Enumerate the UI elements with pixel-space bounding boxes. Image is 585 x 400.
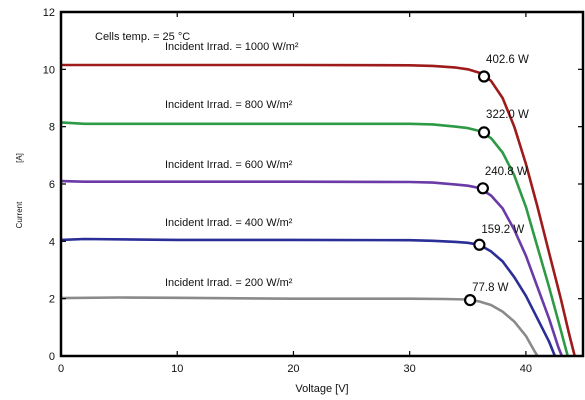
y-tick-label: 0	[49, 351, 55, 363]
x-axis: 0 10 20 30 40	[58, 12, 532, 375]
series-line	[61, 63, 576, 357]
y-tick-label: 8	[49, 122, 55, 134]
y-axis-unit: [A]	[15, 153, 24, 163]
mpp-marker	[477, 126, 491, 139]
y-tick-label: 4	[49, 236, 55, 248]
y-axis-title: Current	[15, 201, 24, 228]
y-tick-label: 12	[43, 7, 55, 19]
mpp-marker	[464, 294, 477, 307]
series-label: Incident Irrad. = 1000 W/m²	[165, 41, 299, 53]
mpp-power-label: 240.8 W	[485, 166, 528, 178]
y-axis: 0 2 4 6 8 10 12	[43, 7, 583, 363]
x-tick-label: 40	[520, 363, 532, 375]
x-tick-label: 10	[171, 363, 183, 375]
y-tick-label: 6	[49, 179, 55, 191]
series-label: Incident Irrad. = 600 W/m²	[165, 159, 293, 171]
mpp-power-label: 159.2 W	[481, 224, 524, 236]
mpp-marker	[473, 238, 486, 251]
mpp-power-label: 322.0 W	[486, 109, 529, 121]
x-tick-label: 30	[404, 363, 416, 375]
x-tick-label: 0	[58, 363, 64, 375]
x-tick-label: 20	[287, 363, 299, 375]
x-axis-title: Voltage [V]	[295, 383, 348, 395]
cells-temp-annotation: Cells temp. = 25 °C	[95, 31, 190, 43]
series-label: Incident Irrad. = 200 W/m²	[165, 277, 293, 289]
series-line	[60, 179, 564, 357]
y-tick-label: 2	[49, 294, 55, 306]
mpp-marker	[477, 70, 491, 83]
series-line	[60, 296, 539, 357]
mpp-power-label: 402.6 W	[486, 54, 529, 66]
mpp-power-label: 77.8 W	[472, 282, 509, 294]
marker-layer	[464, 70, 491, 307]
series-label: Incident Irrad. = 400 W/m²	[165, 217, 293, 229]
series-label: Incident Irrad. = 800 W/m²	[165, 99, 293, 111]
label-layer: Incident Irrad. = 1000 W/m² 402.6 W Incide…	[165, 41, 529, 294]
y-tick-label: 10	[43, 64, 55, 76]
mpp-marker	[476, 182, 489, 195]
